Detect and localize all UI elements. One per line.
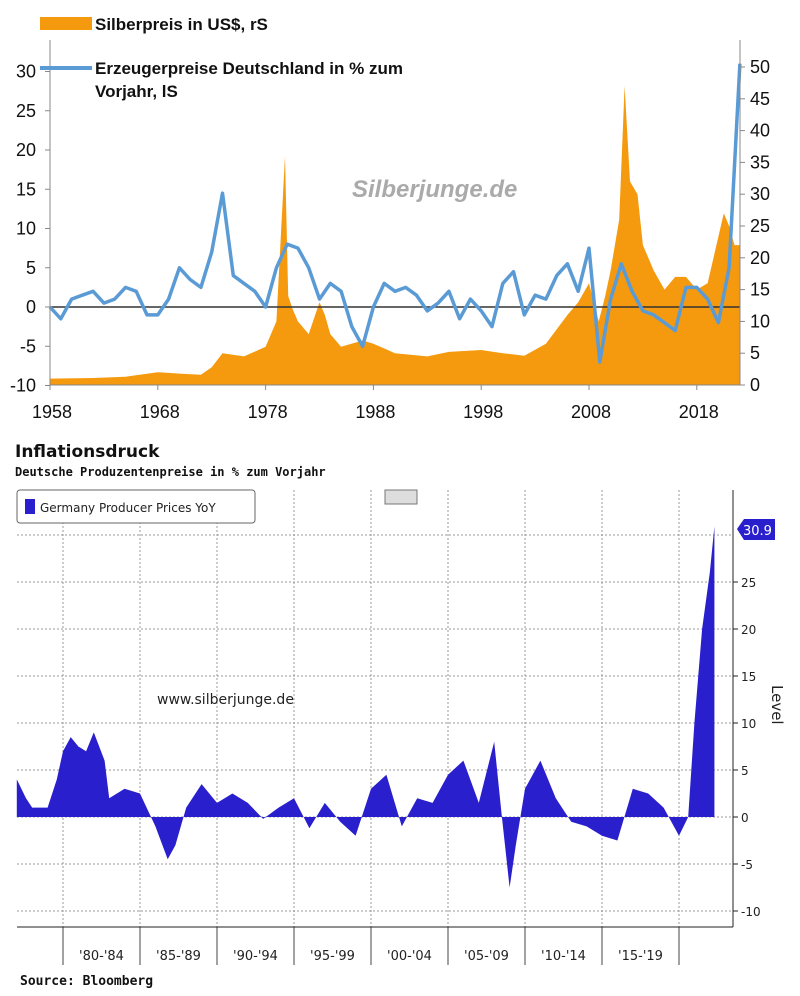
x-tick-label: 2018 xyxy=(679,402,719,422)
y-axis-label: Level xyxy=(768,685,786,725)
watermark: Silberjunge.de xyxy=(352,176,517,203)
last-value-label: 30.9 xyxy=(743,524,772,539)
legend-label-silver: Silberpreis in US$, rS xyxy=(95,15,268,34)
x-tick-label: '90-'94 xyxy=(233,949,278,964)
right-tick-label: 10 xyxy=(750,311,770,331)
right-tick-label: 20 xyxy=(750,248,770,268)
right-tick-label: 45 xyxy=(750,89,770,109)
right-tick-label: 50 xyxy=(750,57,770,77)
y-tick-label: 10 xyxy=(741,717,756,731)
y-tick-label: -10 xyxy=(741,905,761,919)
x-tick-label: 2008 xyxy=(571,402,611,422)
y-tick-label: 5 xyxy=(741,764,749,778)
silver-ppi-chart: 302520151050-5-1050454035302520151050195… xyxy=(10,15,770,422)
right-tick-label: 40 xyxy=(750,121,770,141)
x-tick-label: 1958 xyxy=(32,402,72,422)
legend-label: Germany Producer Prices YoY xyxy=(40,501,216,515)
y-tick-label: -5 xyxy=(741,858,753,872)
x-tick-label: '00-'04 xyxy=(387,949,432,964)
x-tick-label: 1988 xyxy=(355,402,395,422)
y-tick-label: 15 xyxy=(741,670,756,684)
legend-label-ppi-line1: Erzeugerpreise Deutschland in % zum xyxy=(95,59,403,78)
left-tick-label: 15 xyxy=(16,179,36,199)
last-value-flag xyxy=(737,519,775,540)
silver-price-area xyxy=(50,86,740,385)
right-tick-label: 15 xyxy=(750,280,770,300)
y-tick-label: 0 xyxy=(741,811,749,825)
watermark: www.silberjunge.de xyxy=(157,692,294,708)
source-note: Source: Bloomberg xyxy=(20,974,153,989)
left-tick-label: -10 xyxy=(10,376,36,396)
right-tick-label: 0 xyxy=(750,375,760,395)
chart-subtitle: Deutsche Produzentenpreise in % zum Vorj… xyxy=(15,465,326,479)
left-tick-label: 30 xyxy=(16,62,36,82)
left-tick-label: -5 xyxy=(20,336,36,356)
ppi-yoy-area xyxy=(16,526,715,888)
right-tick-label: 5 xyxy=(750,343,760,363)
right-tick-label: 35 xyxy=(750,152,770,172)
chart-type-icon[interactable] xyxy=(384,489,418,505)
chart-title: Inflationsdruck xyxy=(15,442,160,462)
left-tick-label: 25 xyxy=(16,101,36,121)
y-tick-label: 25 xyxy=(741,576,756,590)
x-tick-label: '15-'19 xyxy=(618,949,663,964)
legend-label-ppi-line2: Vorjahr, lS xyxy=(95,82,178,101)
y-tick-label: 20 xyxy=(741,623,756,637)
x-tick-label: '80-'84 xyxy=(79,949,124,964)
x-tick-label: '10-'14 xyxy=(541,949,586,964)
x-tick-label: 1978 xyxy=(248,402,288,422)
left-tick-label: 0 xyxy=(26,297,36,317)
ppi-line xyxy=(48,63,742,364)
x-tick-label: '95-'99 xyxy=(310,949,355,964)
right-tick-label: 30 xyxy=(750,184,770,204)
x-tick-label: 1968 xyxy=(140,402,180,422)
left-tick-label: 20 xyxy=(16,140,36,160)
legend-swatch-silver xyxy=(40,17,92,30)
legend-swatch xyxy=(25,499,35,514)
x-tick-label: '85-'89 xyxy=(156,949,201,964)
x-tick-label: 1998 xyxy=(463,402,503,422)
right-tick-label: 25 xyxy=(750,216,770,236)
legend-box xyxy=(16,489,256,524)
x-tick-label: '05-'09 xyxy=(464,949,509,964)
left-tick-label: 10 xyxy=(16,219,36,239)
left-tick-label: 5 xyxy=(26,258,36,278)
ppi-bloomberg-chart: Inflationsdruck Deutsche Produzentenprei… xyxy=(15,442,786,989)
